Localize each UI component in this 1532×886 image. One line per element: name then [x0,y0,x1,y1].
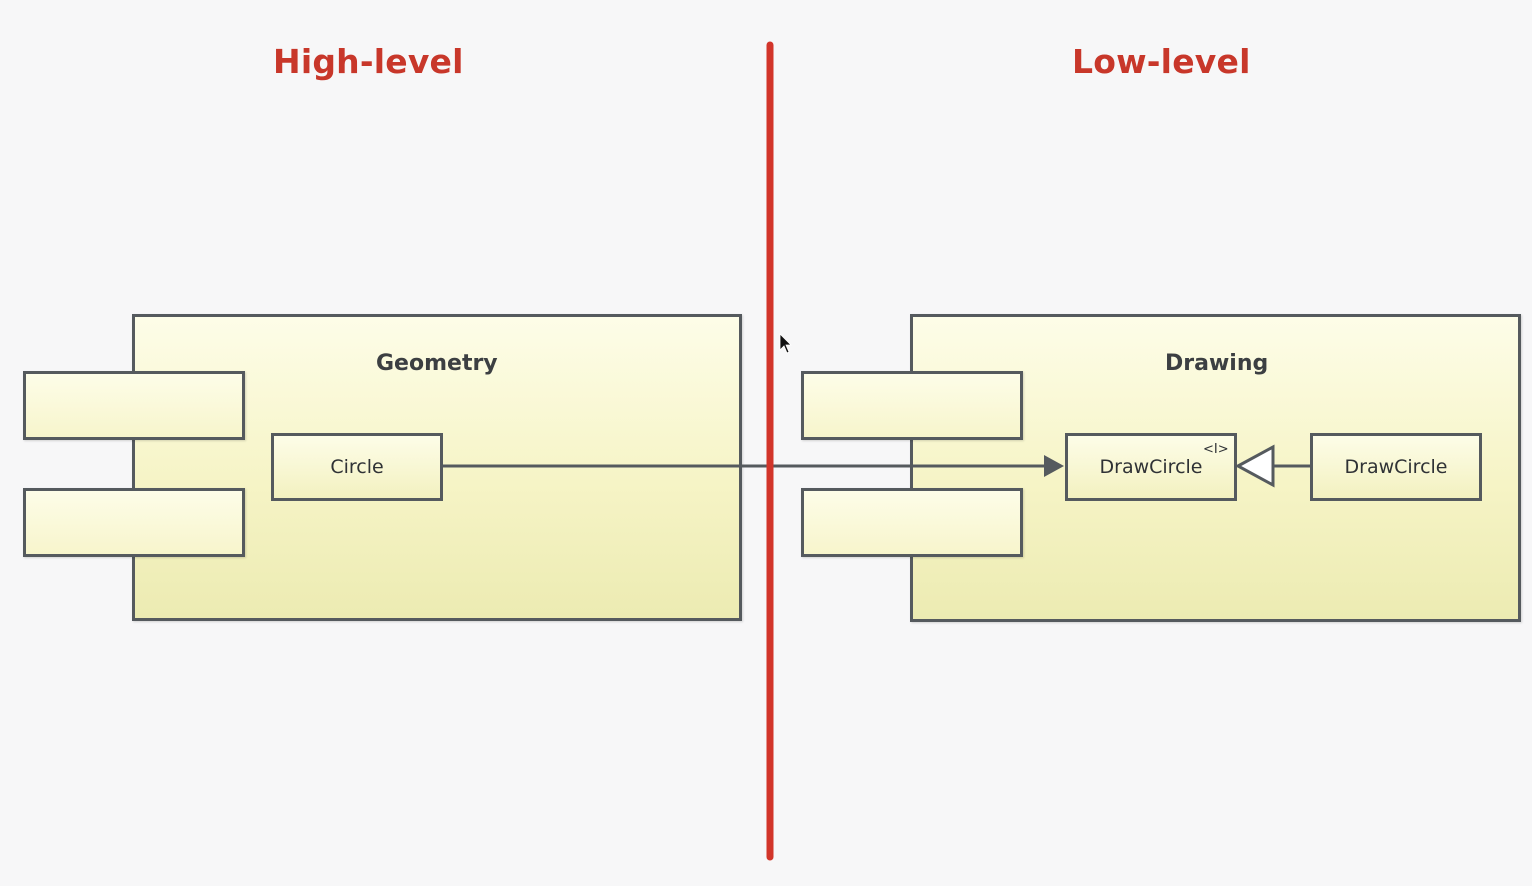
geometry-component-title: Geometry [376,351,498,376]
geometry-port-bottom [23,488,245,557]
drawing-port-top [801,371,1023,440]
drawing-component-title: Drawing [1165,351,1269,376]
mouse-cursor-icon [779,333,792,354]
circle-class-label: Circle [330,456,384,478]
drawcircle-interface: DrawCircle [1065,433,1237,501]
high-level-heading: High-level [273,42,464,81]
circle-class: Circle [271,433,443,501]
low-level-heading: Low-level [1072,42,1251,81]
dependency-arrowhead [1044,455,1064,477]
interface-stereotype: <I> [1203,442,1229,457]
realization-arrowhead [1234,444,1275,488]
drawcircle-implementation: DrawCircle [1310,433,1482,501]
drawcircle-implementation-label: DrawCircle [1344,456,1448,478]
drawing-port-bottom [801,488,1023,557]
geometry-port-top [23,371,245,440]
drawcircle-interface-label: DrawCircle [1099,456,1203,478]
